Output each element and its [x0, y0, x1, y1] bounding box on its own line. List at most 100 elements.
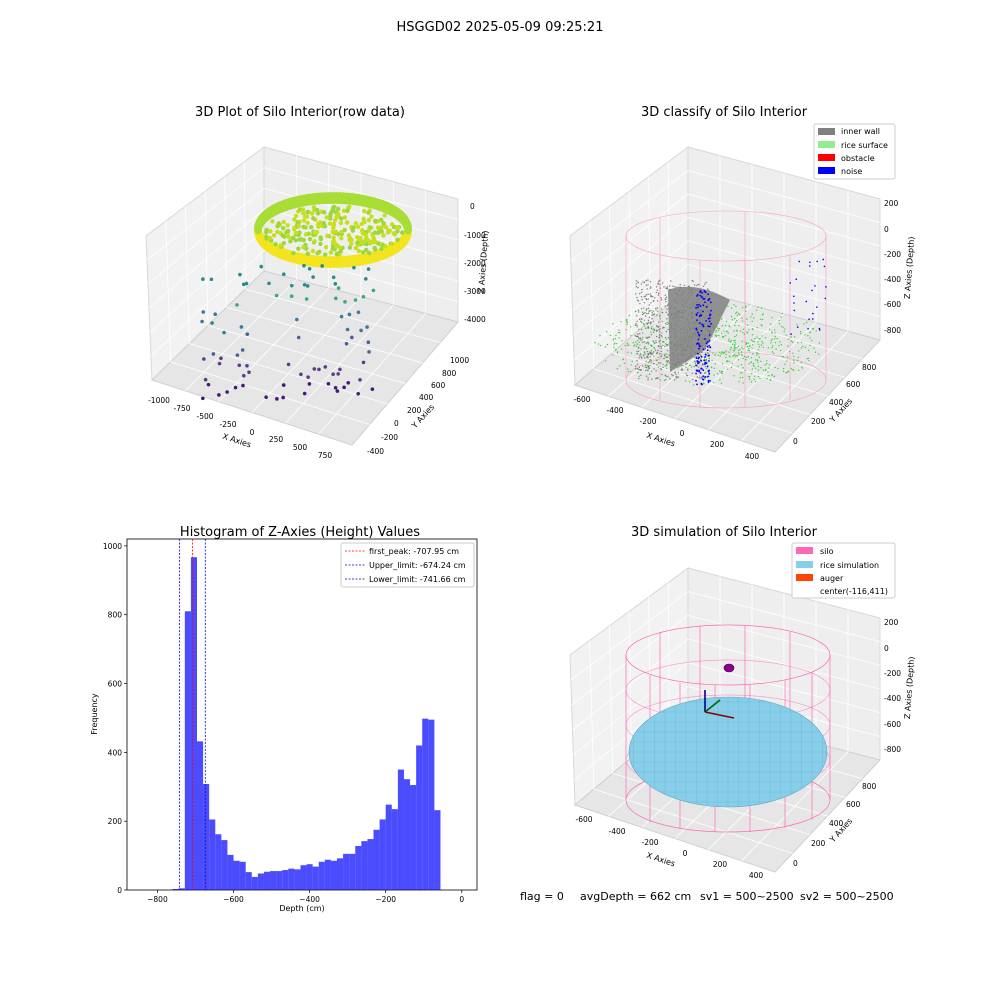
cls-surface-point — [739, 314, 741, 316]
raw-point — [373, 218, 378, 223]
cls-surface-point — [626, 323, 628, 326]
cls-surface-point — [636, 326, 638, 328]
cls-wall-point — [656, 307, 659, 309]
cls-wall-point — [642, 307, 645, 309]
cls-surface-point — [741, 340, 744, 343]
cls-surface-point — [744, 369, 746, 372]
cls-surface-point — [716, 334, 718, 337]
cls-wall-point — [638, 332, 641, 335]
cls-surface-point — [653, 329, 656, 332]
hist-bar — [312, 866, 319, 890]
cls-surface-point — [717, 327, 719, 330]
hist-y-tick-label: 400 — [108, 748, 123, 757]
raw-y-tick: 200 — [407, 406, 422, 415]
raw-y-tick: 800 — [442, 369, 457, 378]
cls-wall-point — [664, 365, 666, 367]
cls-surface-point — [626, 342, 629, 345]
cls-surface-point — [780, 316, 782, 318]
cls-noise-point — [811, 289, 813, 292]
cls-wall-point — [636, 320, 638, 322]
cls-wall-point — [648, 336, 650, 339]
cls-surface-point — [644, 353, 647, 355]
cls-wall-point — [648, 360, 651, 363]
hist-bar — [239, 861, 246, 890]
cls-wall-point — [661, 373, 663, 376]
cls-surface-point — [751, 313, 753, 315]
raw-point — [238, 272, 242, 277]
cls-z-tick: 200 — [884, 199, 899, 208]
cls-surface-point — [748, 378, 751, 380]
raw-point — [343, 300, 347, 304]
sim-legend-label: auger — [820, 574, 844, 583]
cls-noise-point — [700, 367, 703, 370]
cls-surface-point — [736, 311, 738, 313]
cls-wall-point — [664, 323, 667, 325]
raw-x-tick: 0 — [250, 428, 255, 437]
cls-surface-point — [790, 368, 793, 370]
cls-surface-point — [731, 319, 734, 321]
raw-point — [330, 244, 336, 249]
sim-y-tick: 600 — [846, 800, 861, 809]
sim-legend-swatch — [796, 574, 813, 581]
hist-bar — [428, 719, 435, 890]
cls-surface-point — [718, 334, 720, 337]
raw-point — [366, 217, 372, 223]
cls-wall-point — [702, 285, 705, 288]
cls-wall-point — [658, 280, 660, 282]
cls-surface-point — [742, 348, 744, 350]
cls-wall-point — [642, 281, 644, 283]
cls-noise-point — [707, 317, 710, 320]
raw-point — [206, 382, 211, 387]
cls-surface-point — [734, 324, 736, 327]
cls-wall-point — [647, 377, 649, 379]
cls-surface-point — [817, 353, 820, 355]
raw-point — [308, 224, 314, 230]
raw-point — [359, 239, 364, 245]
raw-point — [345, 220, 350, 225]
cls-surface-point — [762, 346, 765, 349]
cls-noise-point — [710, 309, 712, 312]
cls-wall-point — [652, 300, 655, 302]
raw-point — [245, 332, 250, 336]
cls-surface-point — [733, 330, 735, 332]
cls-surface-point — [742, 331, 744, 334]
cls-wall-point — [649, 356, 651, 358]
raw-point — [295, 317, 299, 322]
cls-surface-point — [642, 336, 644, 338]
cls-surface-point — [644, 327, 647, 329]
cls-wall-point — [666, 360, 669, 363]
hist-bar — [318, 861, 325, 890]
cls-wall-point — [664, 345, 666, 348]
cls-wall-point — [643, 323, 645, 325]
cls-noise-point — [709, 301, 712, 304]
cls-wall-point — [640, 308, 643, 310]
cls-surface-point — [655, 309, 657, 311]
hist-bar — [245, 872, 252, 890]
raw-point — [302, 214, 308, 219]
hist-bar — [190, 557, 197, 890]
cls-surface-point — [688, 381, 691, 383]
cls-surface-point — [741, 320, 744, 322]
cls-surface-point — [758, 343, 760, 346]
cls-wall-point — [655, 291, 658, 294]
cls-surface-point — [777, 368, 779, 370]
hist-bar — [197, 741, 204, 890]
cls-noise-point — [698, 303, 700, 306]
cls-surface-point — [632, 342, 634, 344]
raw-point — [301, 210, 306, 216]
raw-point — [367, 350, 371, 354]
cls-z-tick-labels: 200 0 -200 -400 -600 -800 — [884, 199, 901, 335]
cls-wall-point — [665, 296, 668, 299]
cls-surface-point — [761, 318, 764, 321]
cls-surface-point — [729, 341, 731, 343]
raw-point — [307, 266, 312, 271]
raw-point — [275, 224, 280, 229]
raw-point — [280, 233, 285, 238]
cls-surface-point — [685, 372, 687, 375]
cls-wall-point — [653, 297, 656, 299]
cls-surface-point — [792, 352, 794, 354]
cls-wall-point — [647, 284, 649, 286]
cls-wall-point — [641, 299, 643, 301]
cls-noise-point — [705, 342, 708, 345]
cls-wall-point — [650, 286, 652, 288]
